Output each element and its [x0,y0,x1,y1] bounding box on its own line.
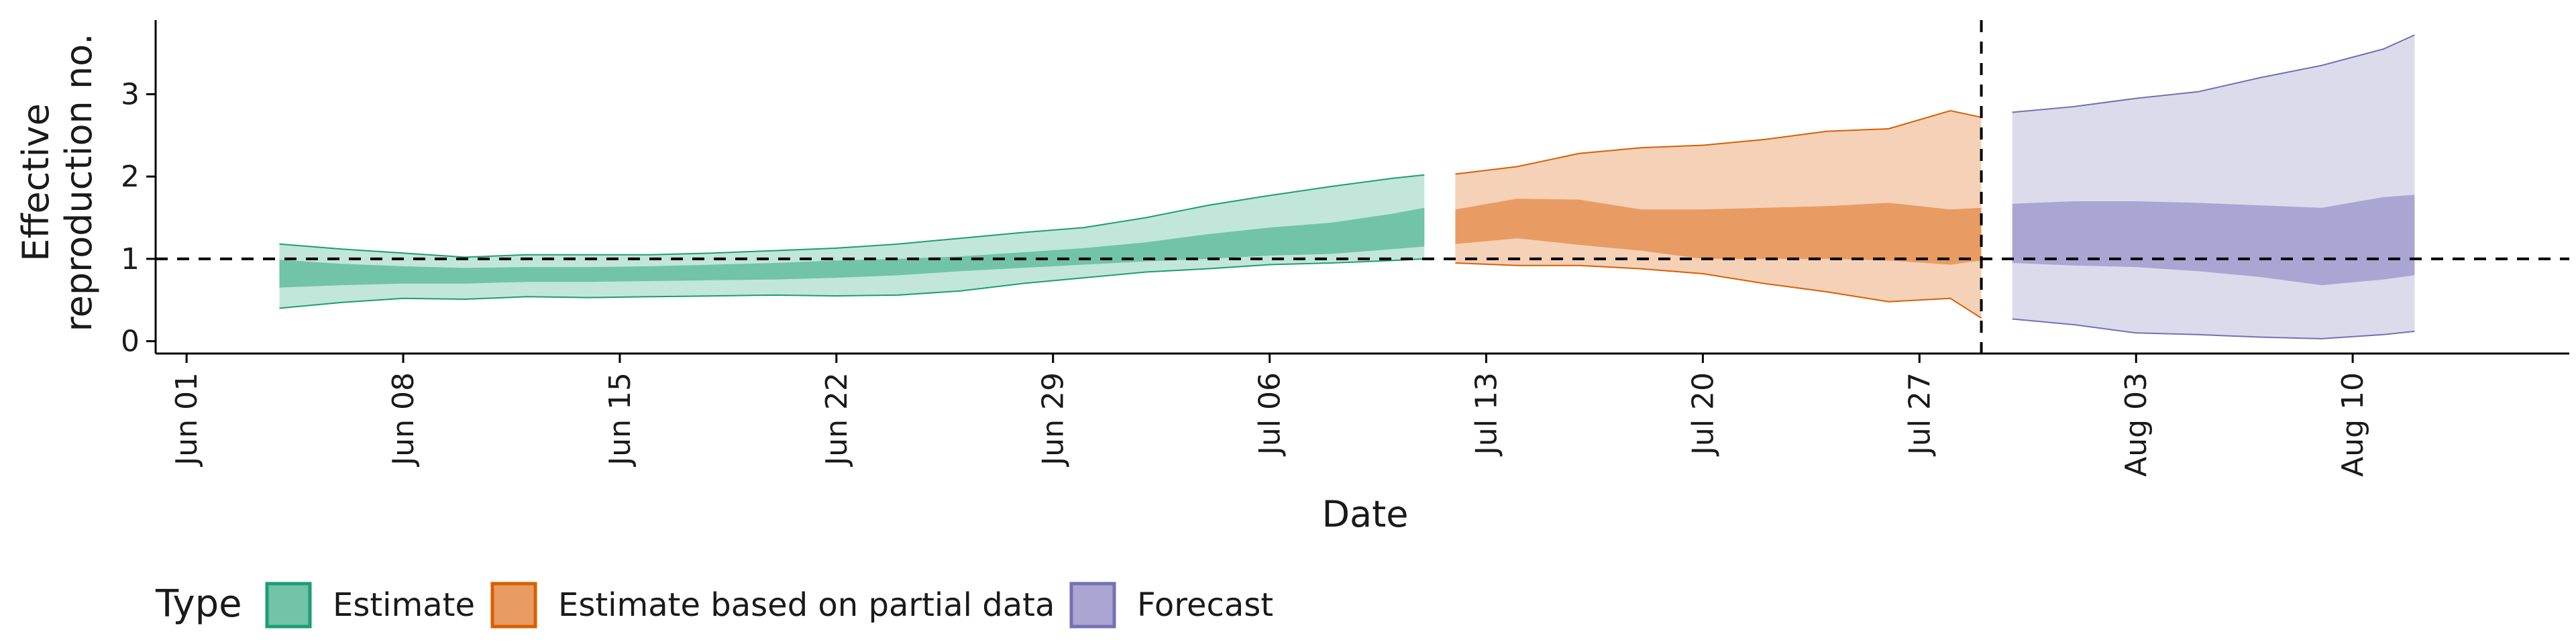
x-tick-label-9: Aug 03 [2119,372,2153,477]
y-axis-title-line-2: reproduction no. [58,34,100,332]
band-outer-edge-lower-estimate-based-on-partial-data [1455,262,1982,319]
band-inner-estimate [279,207,1425,288]
x-axis-title: Date [1322,493,1408,535]
y-tick-label-1: 1 [121,242,140,276]
x-tick-label-0: Jun 01 [170,372,204,468]
legend-label-estimate-based-on-partial-data: Estimate based on partial data [558,586,1055,624]
y-tick-label-3: 3 [121,77,140,111]
x-tick-label-5: Jul 06 [1253,372,1287,457]
legend-key-estimate [265,582,312,629]
x-tick-label-7: Jul 20 [1686,372,1720,457]
band-outer-edge-upper-estimate [279,174,1425,258]
band-outer-edge-upper-forecast [2012,34,2415,113]
legend-label-estimate: Estimate [333,586,475,624]
legend-key-estimate-based-on-partial-data [490,582,537,629]
y-tick-label-2: 2 [121,160,140,194]
band-outer-edge-upper-estimate-based-on-partial-data [1455,109,1982,175]
x-tick-label-3: Jun 22 [820,372,854,468]
y-tick-label-0: 0 [121,325,140,359]
legend-title: Type [155,582,242,626]
band-outer-forecast [2012,35,2415,339]
band-inner-estimate-based-on-partial-data [1455,199,1982,265]
legend-label-forecast: Forecast [1137,586,1273,624]
x-tick-label-10: Aug 10 [2336,372,2370,477]
x-tick-label-1: Jun 08 [386,372,421,468]
axes: 0 1 2 3 Jun 01 Jun 08 Jun 15 Jun 22 Jun 29 Jul 06… [121,20,2569,477]
plot-area [156,20,2569,354]
band-outer-edge-lower-estimate [279,258,1425,309]
x-tick-label-6: Jul 13 [1470,372,1504,457]
y-axis-title-line-1: Effective [15,103,57,262]
band-outer-edge-lower-forecast [2012,318,2415,339]
legend: Type Estimate Estimate based on partial da… [155,582,1273,629]
x-tick-label-8: Jul 27 [1902,372,1937,457]
x-tick-label-4: Jun 29 [1036,372,1071,468]
legend-key-forecast [1069,582,1116,629]
band-inner-forecast [2012,195,2415,286]
x-tick-label-2: Jun 15 [603,372,637,468]
